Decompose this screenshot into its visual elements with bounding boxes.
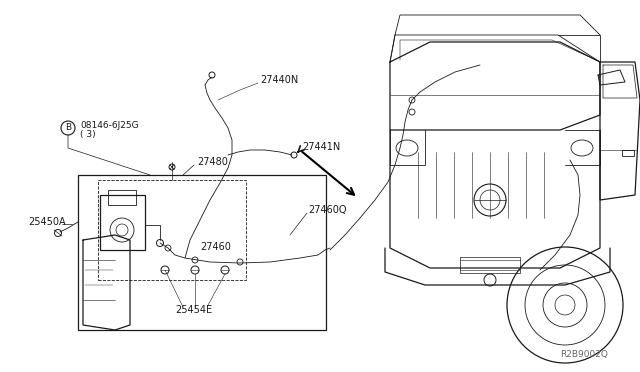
Text: 27441N: 27441N [302,142,340,152]
Text: 08146-6J25G: 08146-6J25G [80,121,139,129]
Text: B: B [65,124,71,132]
Bar [100,195,145,250]
Text: 27460: 27460 [200,242,231,252]
Text: 25454E: 25454E [175,305,212,315]
Bar [98,180,246,280]
Text: ( 3): ( 3) [80,129,95,138]
Text: 27460Q: 27460Q [308,205,346,215]
Bar [108,190,136,205]
Text: 25450A: 25450A [28,217,66,227]
Bar [460,257,520,273]
Bar [622,150,634,156]
Bar [78,175,326,330]
Text: R2B9002Q: R2B9002Q [560,350,608,359]
Text: 27440N: 27440N [260,75,298,85]
Text: 27480: 27480 [197,157,228,167]
